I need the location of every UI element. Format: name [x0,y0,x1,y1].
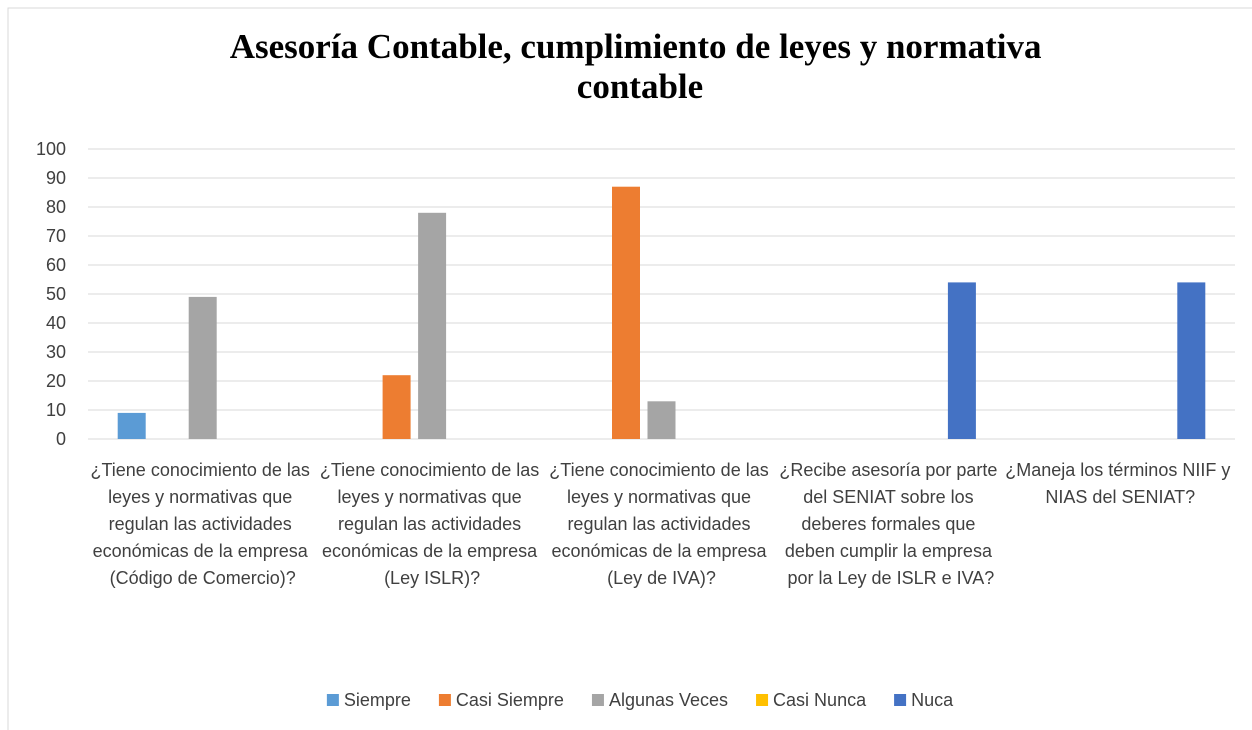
y-tick-label: 10 [46,400,66,420]
legend-swatch [756,694,769,706]
bar [612,186,640,439]
legend-label: Casi Siempre [456,690,564,710]
y-tick-label: 60 [46,255,66,275]
y-tick-label: 100 [36,139,66,159]
bar [188,296,217,439]
bar [117,412,146,439]
chart-frame [7,7,1252,730]
bar [947,282,976,439]
y-tick-label: 30 [46,342,66,362]
y-tick-label: 80 [46,197,66,217]
bar [418,212,447,439]
legend-swatch [326,694,339,706]
x-tick-label: ¿Recibe asesoría por parte del SENIAT so… [779,460,1002,588]
x-tick-label: ¿Tiene conocimiento de las leyes y norma… [549,460,773,588]
bar [647,401,676,439]
legend: Siempre Casi Siempre Algunas Veces Casi Nun… [326,690,954,710]
chart-title: Asesoría Contable, cumplimiento de leyes… [230,27,1050,106]
x-tick-label: ¿Tiene conocimiento de las leyes y norma… [320,460,544,588]
y-tick-label: 40 [46,313,66,333]
y-tick-label: 70 [46,226,66,246]
x-tick-label: ¿Maneja los términos NIIF y NIAS del SEN… [1005,460,1235,507]
legend-swatch [438,694,451,706]
y-tick-label: 50 [46,284,66,304]
bar [1177,282,1206,439]
legend-label: Siempre [344,690,411,710]
legend-label: Algunas Veces [609,690,728,710]
legend-label: Nuca [911,690,954,710]
legend-label: Casi Nunca [773,690,867,710]
legend-swatch [894,694,907,706]
legend-swatch [591,694,604,706]
x-tick-label: ¿Tiene conocimiento de las leyes y norma… [90,460,314,588]
y-tick-label: 0 [56,429,66,449]
bar [382,375,411,439]
y-tick-label: 90 [46,168,66,188]
y-tick-label: 20 [46,371,66,391]
